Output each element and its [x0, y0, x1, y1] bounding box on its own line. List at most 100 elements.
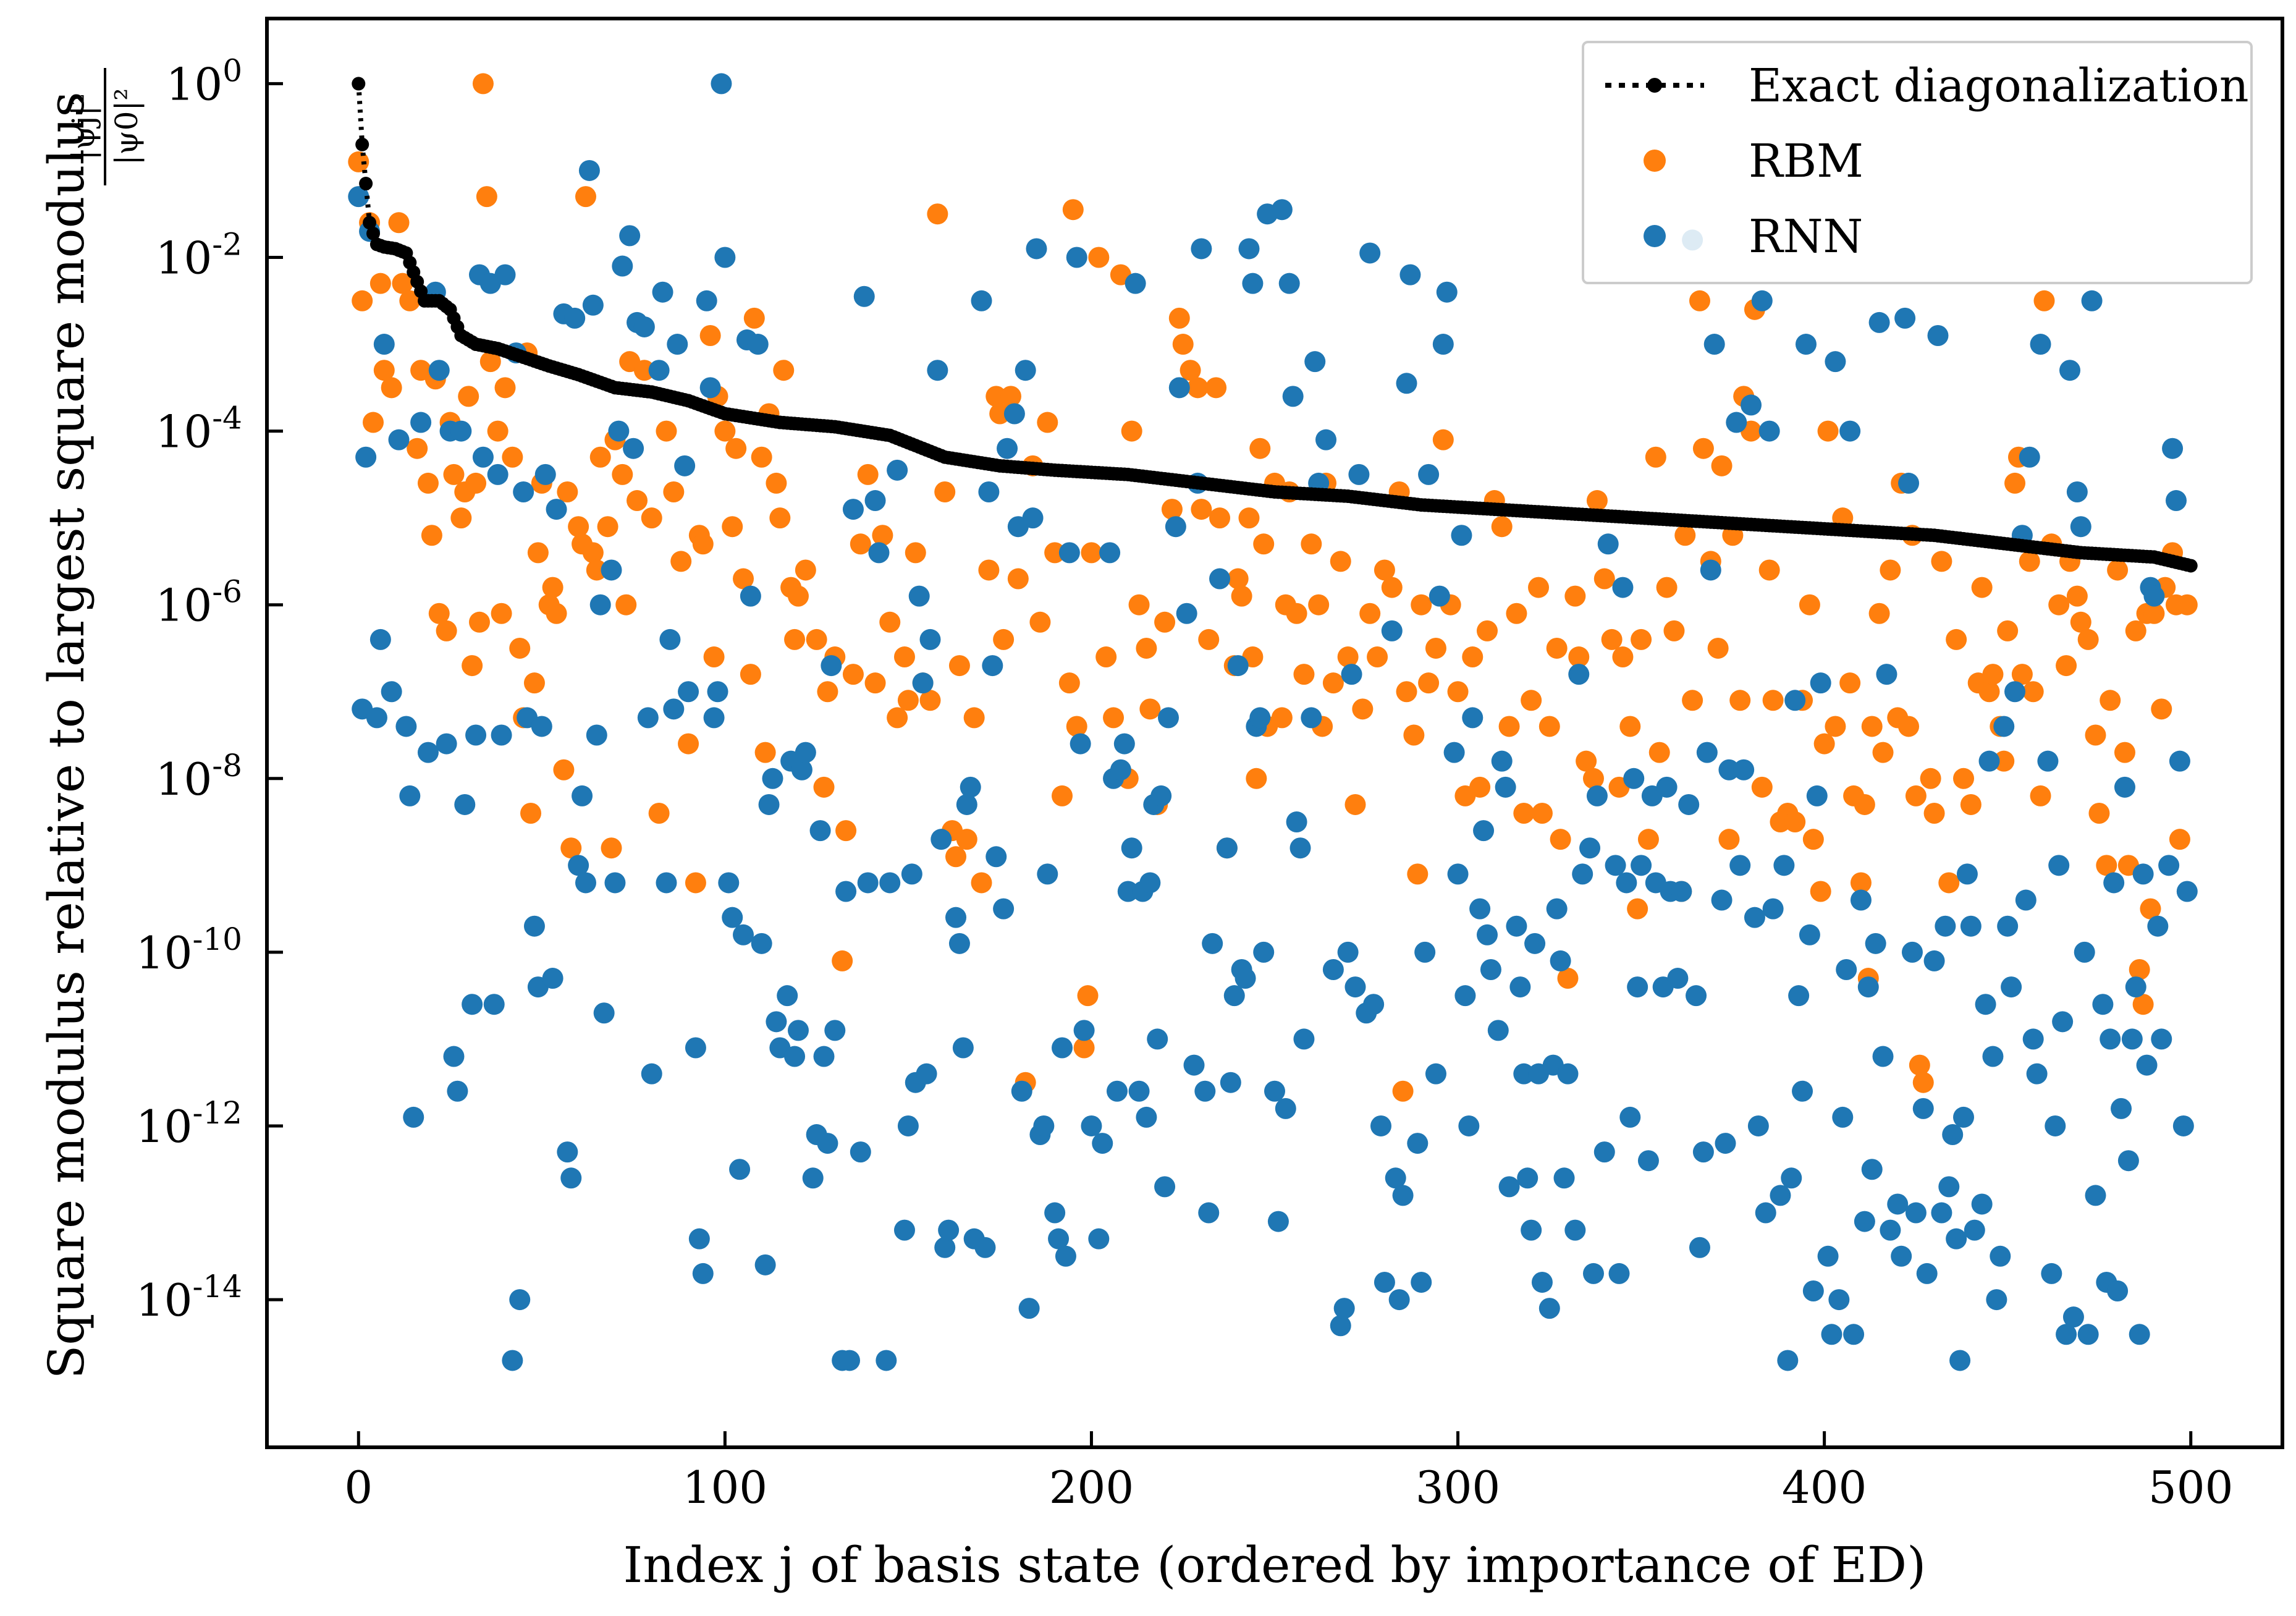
rnn-point-77 — [703, 707, 725, 729]
rnn-point-64 — [648, 360, 670, 381]
rbm-point-115 — [989, 403, 1011, 425]
rnn-point-48 — [575, 872, 596, 894]
rbm-point-157 — [1246, 768, 1267, 789]
rnn-point-283 — [1619, 1106, 1641, 1128]
rnn-point-282 — [1616, 872, 1637, 894]
rnn-point-182 — [1165, 516, 1186, 538]
rbm-point-111 — [963, 707, 985, 729]
rbm-point-110 — [956, 829, 977, 850]
rnn-point-320 — [1784, 690, 1806, 711]
rnn-point-329 — [1821, 1324, 1842, 1345]
rnn-point-56 — [608, 420, 630, 442]
rnn-point-209 — [1282, 386, 1304, 407]
rnn-point-54 — [601, 559, 622, 581]
rbm-point-147 — [1191, 499, 1212, 520]
rbm-point-146 — [1187, 377, 1209, 399]
rbm-point-250 — [1825, 716, 1846, 737]
rnn-point-22 — [462, 994, 483, 1015]
rnn-point-76 — [699, 377, 721, 399]
rbm-point-225 — [1674, 525, 1696, 546]
rbm-point-207 — [1564, 585, 1586, 607]
rnn-point-264 — [1531, 1271, 1553, 1293]
rnn-point-8 — [388, 429, 410, 451]
rnn-point-217 — [1322, 958, 1344, 980]
rnn-point-388 — [2062, 1306, 2084, 1328]
rnn-point-325 — [1802, 1280, 1824, 1302]
rnn-point-417 — [2176, 881, 2198, 902]
rnn-point-157 — [1055, 1245, 1076, 1267]
rbm-point-172 — [1330, 551, 1351, 572]
rbm-point-205 — [1550, 829, 1571, 850]
rnn-point-227 — [1370, 1115, 1391, 1136]
rnn-point-219 — [1333, 1298, 1355, 1319]
rnn-point-397 — [2100, 1028, 2121, 1050]
rnn-point-62 — [637, 707, 659, 729]
rbm-point-93 — [842, 664, 864, 685]
rnn-point-146 — [1011, 1080, 1032, 1102]
rnn-point-16 — [436, 733, 457, 755]
rnn-point-281 — [1612, 577, 1634, 598]
rnn-point-193 — [1220, 1072, 1241, 1093]
rbm-point-287 — [2030, 785, 2051, 806]
rbm-point-78 — [754, 742, 776, 763]
rnn-point-160 — [1070, 733, 1091, 755]
rbm-point-203 — [1538, 716, 1560, 737]
rnn-point-310 — [1744, 907, 1765, 928]
rbm-point-210 — [1582, 768, 1604, 789]
rbm-point-27 — [479, 351, 501, 373]
rbm-point-296 — [2085, 724, 2106, 746]
rnn-point-228 — [1374, 1271, 1395, 1293]
rnn-point-112 — [853, 286, 875, 307]
rbm-point-209 — [1576, 750, 1597, 772]
x-tick-label: 100 — [683, 1462, 767, 1513]
rnn-point-226 — [1363, 994, 1385, 1015]
rnn-point-218 — [1330, 1315, 1351, 1337]
rnn-point-365 — [1971, 1193, 1993, 1215]
rnn-point-332 — [1832, 1106, 1854, 1128]
rnn-point-172 — [1125, 273, 1146, 294]
rbm-point-73 — [725, 438, 747, 459]
rnn-point-59 — [623, 438, 644, 459]
x-axis-label: Index j of basis state (ordered by impor… — [623, 1536, 1927, 1594]
rbm-point-309 — [2151, 698, 2172, 720]
rnn-point-163 — [1088, 1228, 1110, 1250]
rbm-point-239 — [1758, 559, 1780, 581]
rbm-point-178 — [1374, 559, 1395, 581]
rnn-point-192 — [1216, 837, 1238, 859]
rbm-point-85 — [787, 585, 809, 607]
rbm-point-84 — [784, 628, 806, 650]
rnn-point-213 — [1301, 707, 1322, 729]
rbm-point-95 — [857, 463, 879, 485]
rnn-point-71 — [678, 681, 699, 703]
rnn-point-19 — [447, 1080, 468, 1102]
rbm-point-171 — [1322, 672, 1344, 694]
rnn-point-198 — [1238, 238, 1260, 260]
rnn-point-230 — [1385, 1167, 1406, 1189]
rnn-point-83 — [729, 1159, 751, 1180]
rbm-point-29 — [491, 603, 512, 624]
rbm-point-183 — [1403, 724, 1425, 746]
rbm-point-61 — [656, 420, 677, 442]
rnn-point-372 — [1997, 915, 2019, 937]
rnn-point-113 — [857, 872, 879, 894]
rnn-point-337 — [1854, 1211, 1875, 1232]
rbm-point-220 — [1645, 446, 1666, 468]
rnn-point-154 — [1044, 1202, 1066, 1224]
rnn-point-68 — [663, 698, 685, 720]
rnn-point-407 — [2136, 1054, 2158, 1076]
rnn-point-123 — [908, 585, 930, 607]
rbm-point-308 — [2143, 603, 2165, 624]
ed-point — [366, 226, 380, 240]
rbm-point-247 — [1810, 881, 1831, 902]
rnn-point-243 — [1443, 742, 1465, 763]
rnn-point-327 — [1810, 672, 1831, 694]
legend-rbm-label: RBM — [1749, 135, 1863, 188]
rnn-point-257 — [1506, 915, 1527, 937]
rbm-point-144 — [1172, 334, 1194, 355]
rbm-point-131 — [1088, 247, 1110, 268]
rbm-point-175 — [1352, 698, 1374, 720]
rnn-point-359 — [1946, 1228, 1967, 1250]
rnn-point-369 — [1986, 1289, 2007, 1311]
rnn-point-65 — [652, 281, 673, 303]
rbm-point-67 — [692, 533, 714, 555]
